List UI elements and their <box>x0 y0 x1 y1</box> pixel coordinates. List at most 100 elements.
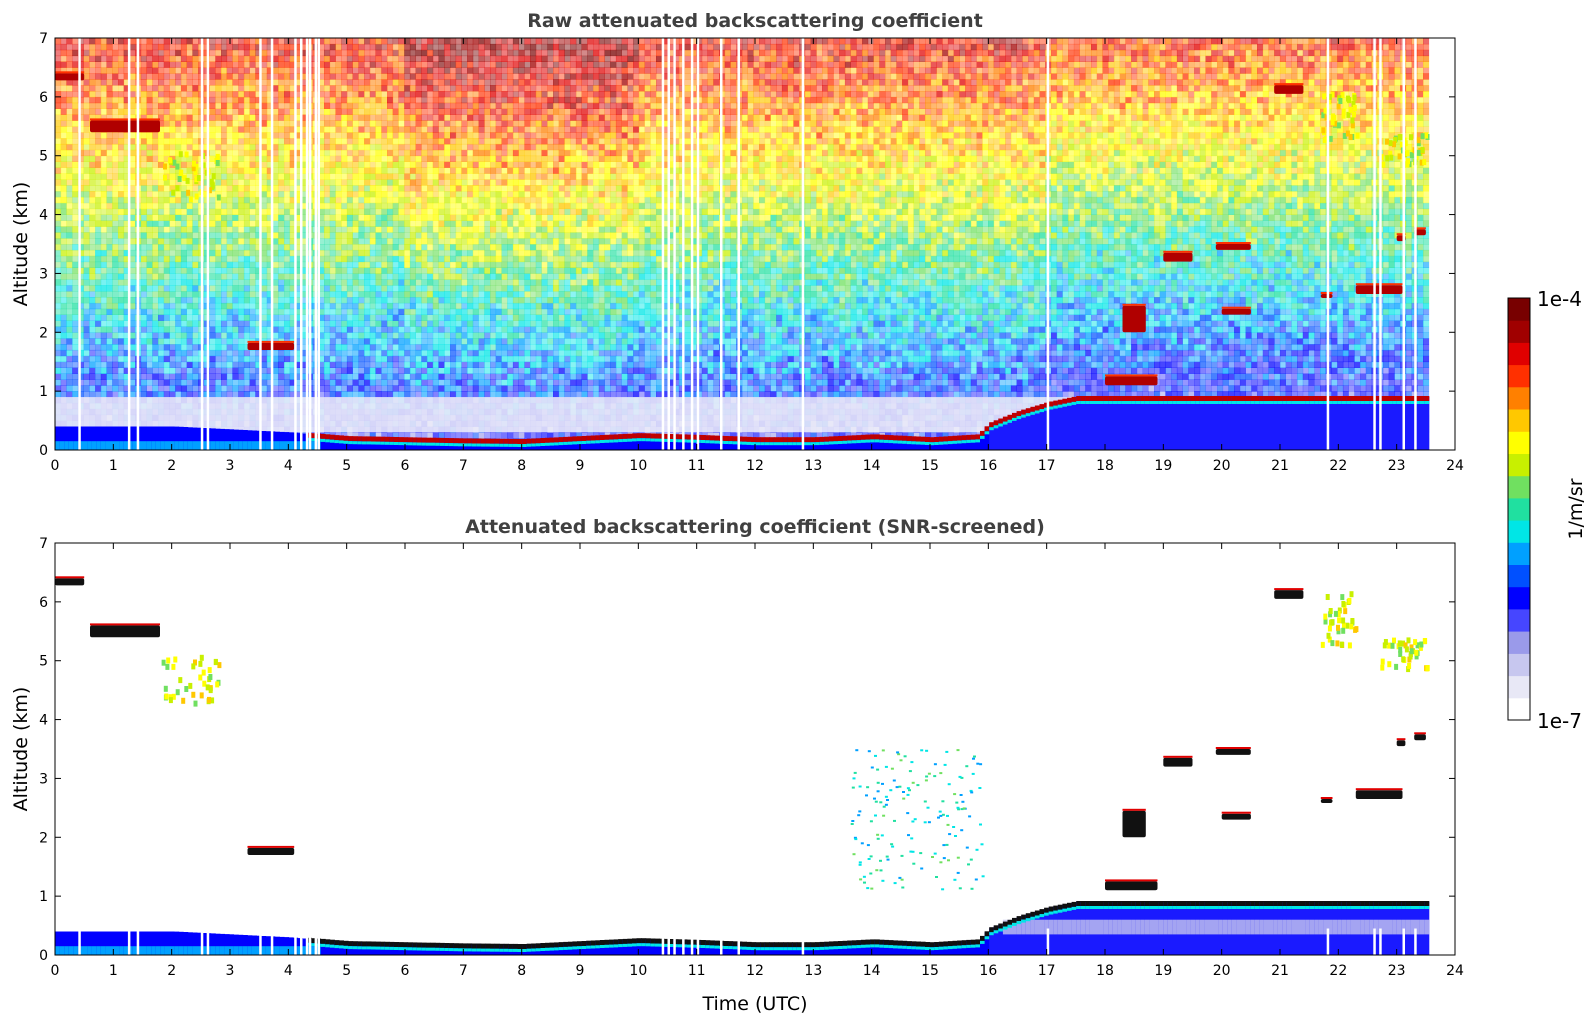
noise-cell <box>266 326 273 333</box>
noise-cell <box>112 326 119 333</box>
noise-cell <box>89 273 96 280</box>
noise-cell <box>289 297 296 304</box>
noise-cell <box>358 108 365 115</box>
noise-cell <box>284 244 291 251</box>
noise-cell <box>438 214 445 221</box>
noise-cell <box>415 267 422 274</box>
noise-cell <box>329 285 336 292</box>
noise-cell <box>226 167 233 174</box>
noise-cell <box>421 155 428 162</box>
noise-cell <box>278 391 285 398</box>
noise-cell <box>255 149 262 157</box>
noise-cell <box>106 379 113 386</box>
noise-cell <box>209 249 216 257</box>
noise-cell <box>289 196 296 204</box>
noise-cell <box>266 255 273 263</box>
noise-cell <box>89 249 96 257</box>
noise-cell <box>301 379 308 386</box>
noise-cell <box>427 385 434 392</box>
noise-cell <box>398 297 405 304</box>
noise-cell <box>346 273 353 280</box>
noise-cell <box>387 161 394 168</box>
noise-cell <box>432 332 439 339</box>
noise-cell <box>404 367 411 374</box>
noise-cell <box>243 114 250 121</box>
noise-cell <box>192 291 199 298</box>
noise-cell <box>89 355 96 363</box>
noise-cell <box>152 143 159 151</box>
noise-cell <box>266 191 273 198</box>
noise-cell <box>175 132 182 139</box>
noise-cell <box>72 326 79 333</box>
noise-cell <box>421 61 428 68</box>
noise-cell <box>381 349 388 357</box>
noise-cell <box>278 202 285 210</box>
noise-cell <box>324 120 331 127</box>
noise-cell <box>180 49 187 57</box>
noise-cell <box>186 373 193 380</box>
noise-cell <box>278 114 285 121</box>
noise-cell <box>158 96 165 104</box>
noise-cell <box>66 220 73 227</box>
noise-cell <box>209 138 216 145</box>
noise-cell <box>341 379 348 386</box>
noise-cell <box>232 108 239 115</box>
noise-cell <box>324 308 331 315</box>
noise-cell <box>444 249 451 257</box>
noise-cell <box>318 226 325 233</box>
noise-cell <box>221 391 228 398</box>
noise-cell <box>421 132 428 139</box>
noise-cell <box>72 373 79 380</box>
noise-cell <box>432 302 439 310</box>
noise-cell <box>140 173 147 180</box>
noise-cell <box>329 91 336 98</box>
noise-cell <box>112 314 119 321</box>
noise-cell <box>158 214 165 221</box>
noise-cell <box>346 49 353 57</box>
noise-cell <box>106 249 113 257</box>
noise-cell <box>375 344 382 351</box>
noise-cell <box>455 126 462 133</box>
noise-cell <box>392 326 399 333</box>
noise-cell <box>140 43 147 51</box>
noise-cell <box>341 155 348 162</box>
noise-cell <box>158 149 165 157</box>
noise-cell <box>60 143 67 151</box>
noise-cell <box>358 55 365 62</box>
noise-cell <box>89 138 96 145</box>
noise-cell <box>221 355 228 363</box>
noise-cell <box>186 61 193 68</box>
noise-cell <box>175 96 182 104</box>
noise-cell <box>158 185 165 192</box>
noise-cell <box>301 67 308 74</box>
noise-cell <box>129 379 136 386</box>
noise-cell <box>221 196 228 204</box>
noise-cell <box>158 79 165 86</box>
noise-cell <box>83 96 90 104</box>
noise-cell <box>112 149 119 157</box>
noise-cell <box>398 320 405 327</box>
noise-cell <box>358 91 365 98</box>
noise-cell <box>72 238 79 245</box>
noise-cell <box>89 361 96 368</box>
noise-cell <box>387 367 394 374</box>
noise-cell <box>272 285 279 292</box>
noise-cell <box>180 114 187 121</box>
noise-cell <box>369 79 376 86</box>
noise-cell <box>158 332 165 339</box>
noise-cell <box>140 226 147 233</box>
noise-cell <box>272 114 279 121</box>
noise-cell <box>272 267 279 274</box>
noise-cell <box>295 249 302 257</box>
noise-cell <box>158 349 165 357</box>
noise-cell <box>329 249 336 257</box>
noise-cell <box>432 255 439 263</box>
noise-cell <box>66 67 73 74</box>
noise-cell <box>175 126 182 133</box>
noise-cell <box>158 208 165 215</box>
noise-cell <box>60 391 67 398</box>
noise-cell <box>146 285 153 292</box>
noise-cell <box>123 338 130 345</box>
noise-cell <box>226 196 233 204</box>
noise-cell <box>55 161 62 168</box>
